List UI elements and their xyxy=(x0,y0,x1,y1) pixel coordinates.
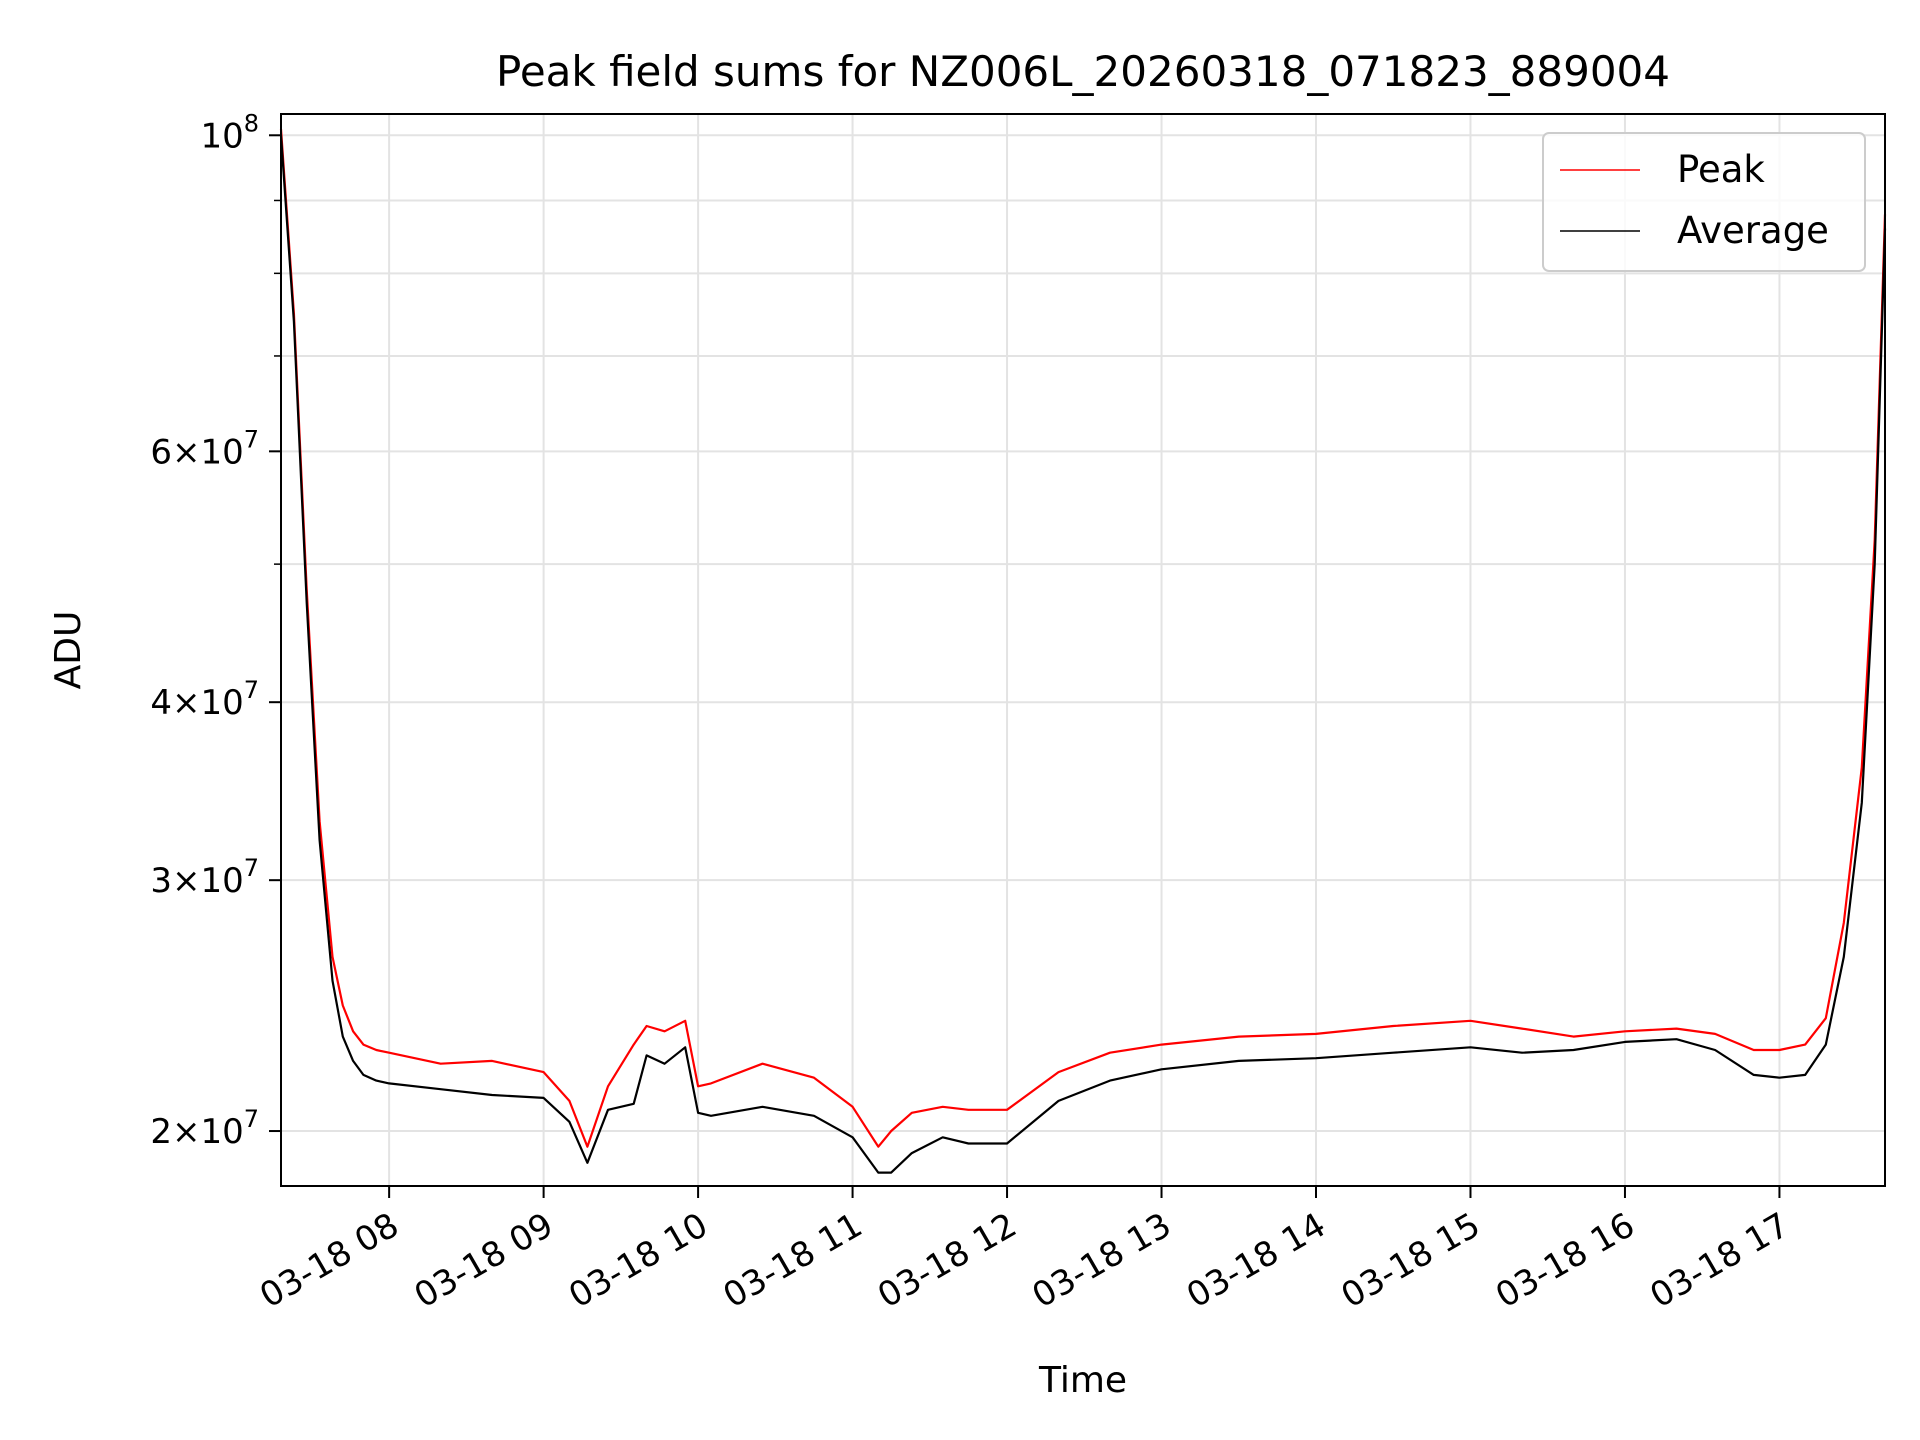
y-tick-times: ×10 xyxy=(172,1112,244,1152)
y-tick-label: 108 xyxy=(200,109,259,156)
y-tick-mantissa: 6 xyxy=(150,432,172,472)
y-tick-times: ×10 xyxy=(172,861,244,901)
y-tick-base: 10 xyxy=(200,116,243,156)
series-line-average xyxy=(279,135,1887,1174)
y-tick-mantissa: 2 xyxy=(150,1112,172,1152)
y-tick-mantissa: 3 xyxy=(150,861,172,901)
y-tick-exponent: 7 xyxy=(244,425,259,453)
legend: Peak Average xyxy=(1542,132,1866,272)
y-tick-exponent: 7 xyxy=(244,676,259,704)
chart-title: Peak field sums for NZ006L_20260318_0718… xyxy=(496,47,1670,96)
plot-frame xyxy=(280,113,1886,1187)
legend-box xyxy=(1542,132,1866,272)
legend-label-peak: Peak xyxy=(1677,148,1765,191)
y-tick-label: 3×107 xyxy=(150,854,259,901)
y-tick-times: ×10 xyxy=(172,432,244,472)
plot-area xyxy=(279,129,1887,1174)
x-axis-title: Time xyxy=(1038,1360,1127,1401)
y-tick-mantissa: 4 xyxy=(150,683,172,723)
y-axis-title: ADU xyxy=(48,611,89,690)
y-tick-exponent: 8 xyxy=(244,109,259,137)
y-tick-times: ×10 xyxy=(172,683,244,723)
y-tick-label: 6×107 xyxy=(150,425,259,472)
y-tick-exponent: 7 xyxy=(244,1105,259,1133)
y-tick-exponent: 7 xyxy=(244,854,259,882)
y-tick-label: 2×107 xyxy=(150,1105,259,1152)
series-line-peak xyxy=(279,129,1887,1148)
y-tick-label: 4×107 xyxy=(150,676,259,723)
legend-label-average: Average xyxy=(1677,209,1829,252)
